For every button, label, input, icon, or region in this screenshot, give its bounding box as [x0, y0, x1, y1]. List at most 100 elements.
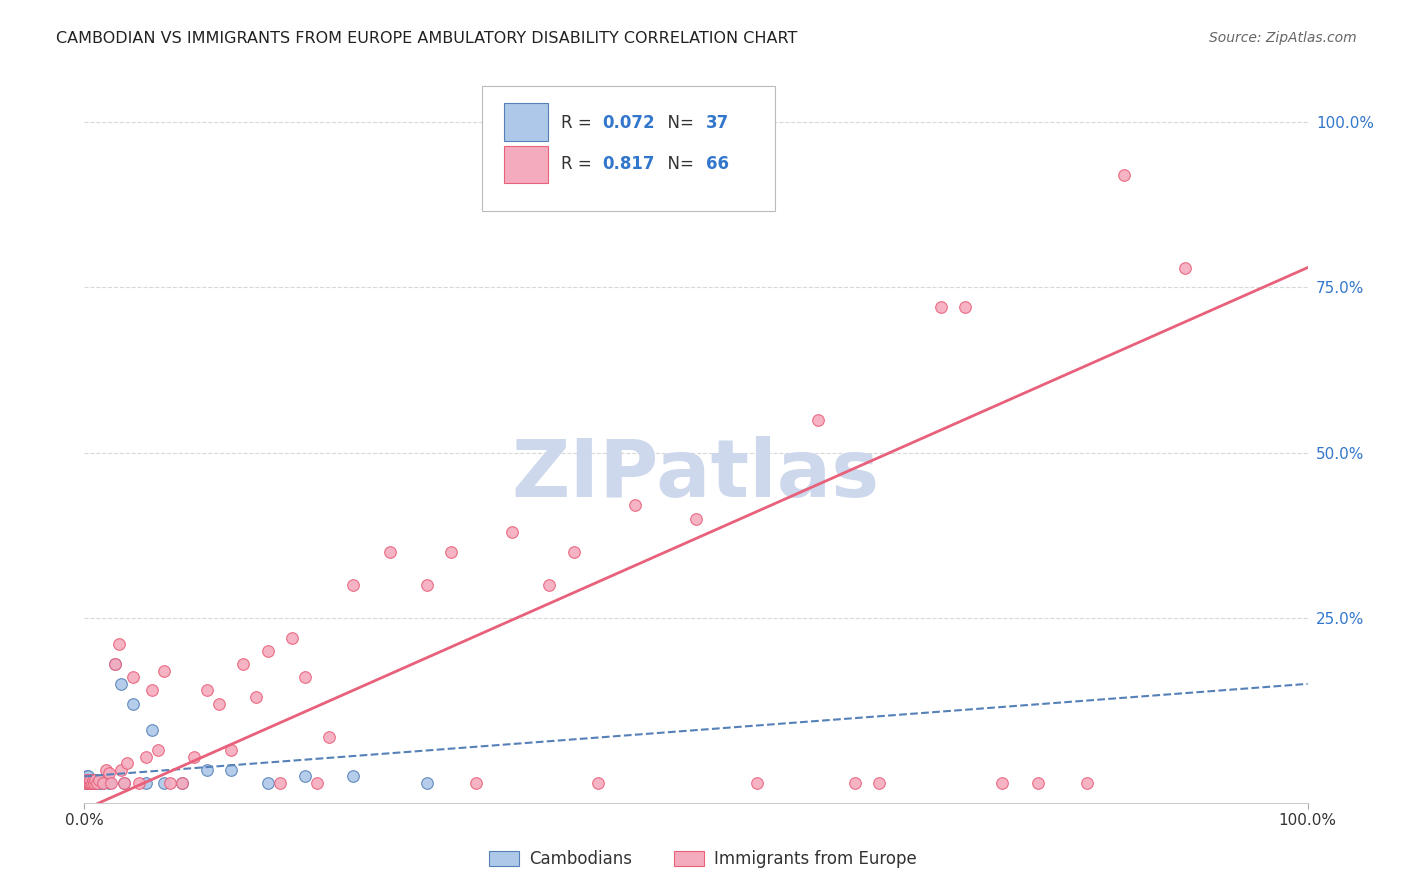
- Point: [219, 743, 242, 757]
- Point: [440, 545, 463, 559]
- Point: [294, 670, 316, 684]
- Text: N=: N=: [657, 155, 699, 173]
- Point: [87, 776, 110, 790]
- Point: [172, 776, 194, 790]
- Point: [747, 776, 769, 790]
- Point: [112, 776, 135, 790]
- Point: [153, 776, 176, 790]
- Point: [183, 749, 205, 764]
- Point: [953, 300, 976, 314]
- Point: [128, 776, 150, 790]
- Point: [269, 776, 291, 790]
- Point: [77, 776, 100, 790]
- Point: [464, 776, 486, 790]
- Text: R =: R =: [561, 114, 598, 132]
- Point: [122, 697, 145, 711]
- FancyBboxPatch shape: [503, 103, 548, 141]
- Point: [1028, 776, 1050, 790]
- Point: [80, 776, 103, 790]
- Point: [416, 578, 439, 592]
- Text: 0.817: 0.817: [602, 155, 654, 173]
- Point: [342, 769, 364, 783]
- Text: N=: N=: [657, 114, 699, 132]
- Point: [869, 776, 891, 790]
- Text: CAMBODIAN VS IMMIGRANTS FROM EUROPE AMBULATORY DISABILITY CORRELATION CHART: CAMBODIAN VS IMMIGRANTS FROM EUROPE AMBU…: [56, 31, 797, 46]
- Text: R =: R =: [561, 155, 598, 173]
- Point: [807, 412, 830, 426]
- Point: [153, 664, 176, 678]
- Point: [342, 578, 364, 592]
- Point: [562, 545, 585, 559]
- Point: [77, 776, 100, 790]
- Point: [586, 776, 609, 790]
- Point: [929, 300, 952, 314]
- Point: [624, 499, 647, 513]
- Point: [245, 690, 267, 704]
- FancyBboxPatch shape: [503, 146, 548, 184]
- Point: [159, 776, 181, 790]
- Point: [84, 772, 107, 787]
- Point: [104, 657, 127, 671]
- Point: [294, 769, 316, 783]
- FancyBboxPatch shape: [482, 86, 776, 211]
- Point: [305, 776, 328, 790]
- Point: [380, 545, 402, 559]
- Point: [83, 772, 105, 787]
- Point: [76, 776, 98, 790]
- Point: [100, 776, 122, 790]
- Point: [135, 749, 157, 764]
- Point: [844, 776, 866, 790]
- Point: [1076, 776, 1098, 790]
- Point: [195, 683, 218, 698]
- Point: [75, 776, 97, 790]
- Point: [685, 511, 707, 525]
- Point: [87, 772, 110, 787]
- Point: [80, 772, 103, 787]
- Point: [110, 763, 132, 777]
- Point: [96, 763, 118, 777]
- Point: [79, 776, 101, 790]
- Legend: Cambodians, Immigrants from Europe: Cambodians, Immigrants from Europe: [482, 844, 924, 875]
- Point: [77, 772, 100, 787]
- Point: [83, 776, 105, 790]
- Point: [80, 776, 103, 790]
- Point: [416, 776, 439, 790]
- Point: [97, 776, 120, 790]
- Point: [76, 776, 98, 790]
- Point: [318, 730, 340, 744]
- Point: [1174, 260, 1197, 275]
- Point: [146, 743, 169, 757]
- Point: [991, 776, 1014, 790]
- Text: Source: ZipAtlas.com: Source: ZipAtlas.com: [1209, 31, 1357, 45]
- Point: [97, 766, 120, 780]
- Text: 66: 66: [706, 155, 728, 173]
- Point: [75, 776, 97, 790]
- Point: [208, 697, 231, 711]
- Point: [82, 772, 104, 787]
- Point: [141, 723, 163, 738]
- Text: 37: 37: [706, 114, 728, 132]
- Point: [86, 772, 108, 787]
- Point: [122, 670, 145, 684]
- Point: [77, 772, 100, 787]
- Point: [79, 772, 101, 787]
- Point: [172, 776, 194, 790]
- Point: [104, 657, 127, 671]
- Point: [502, 524, 524, 539]
- Point: [219, 763, 242, 777]
- Point: [76, 772, 98, 787]
- Text: 0.072: 0.072: [602, 114, 654, 132]
- Point: [538, 578, 561, 592]
- Point: [115, 756, 138, 771]
- Point: [107, 637, 129, 651]
- Point: [1114, 168, 1136, 182]
- Text: ZIPatlas: ZIPatlas: [512, 435, 880, 514]
- Point: [281, 631, 304, 645]
- Point: [135, 776, 157, 790]
- Point: [86, 776, 108, 790]
- Point: [77, 772, 100, 787]
- Point: [82, 776, 104, 790]
- Point: [141, 683, 163, 698]
- Point: [96, 772, 118, 787]
- Point: [91, 776, 114, 790]
